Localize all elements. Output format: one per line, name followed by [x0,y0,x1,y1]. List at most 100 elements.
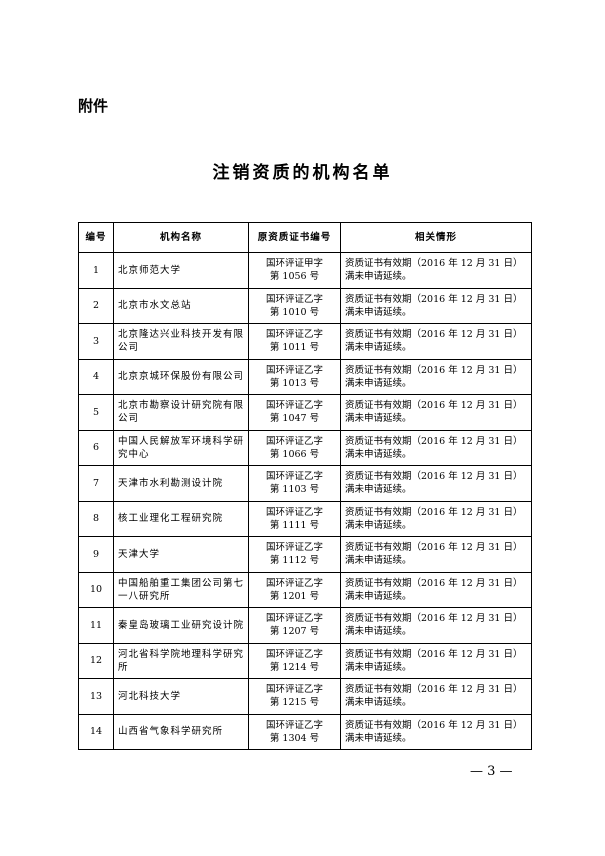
institution-name: 北京京城环保股份有限公司 [113,358,249,395]
cell-line: 第 1215 号 [269,697,320,709]
cell-line: 资质证书有效期（2016 年 12 月 31 日） [345,258,523,270]
cell-line: 第 1201 号 [269,590,320,602]
institution-name: 山西省气象科学研究所 [113,713,249,750]
remark: 资质证书有效期（2016 年 12 月 31 日） 满未申请延续。 [340,287,532,324]
cell-line: 资质证书有效期（2016 年 12 月 31 日） [345,293,523,305]
remark: 资质证书有效期（2016 年 12 月 31 日） 满未申请延续。 [340,358,532,395]
institution-name: 秦皇岛玻璃工业研究设计院 [113,607,249,644]
remark: 资质证书有效期（2016 年 12 月 31 日） 满未申请延续。 [340,429,532,466]
cell-line: 国环评证乙字 [265,542,323,554]
cell-line: 资质证书有效期（2016 年 12 月 31 日） [345,329,523,341]
certificate-number: 国环评证甲字第 1056 号 [248,252,341,289]
cell-line: 资质证书有效期（2016 年 12 月 31 日） [345,542,523,554]
table-row: 11 秦皇岛玻璃工业研究设计院 国环评证乙字第 1207 号资质证书有效期（2016… [78,607,532,644]
cell-line: 第 1207 号 [269,626,320,638]
certificate-number: 国环评证乙字第 1010 号 [248,287,341,324]
cell-line: 满未申请延续。 [345,448,412,460]
table-row: 3 北京隆达兴业科技开发有限公司 国环评证乙字第 1011 号资质证书有效期（201… [78,323,532,360]
cell-line: 第 1013 号 [269,377,320,389]
row-number: 9 [78,536,114,573]
cell-line: 第 1010 号 [269,306,320,318]
remark: 资质证书有效期（2016 年 12 月 31 日） 满未申请延续。 [340,323,532,360]
cell-line: 第 1047 号 [269,413,320,425]
cell-line: 满未申请延续。 [345,661,412,673]
cell-line: 国环评证乙字 [265,506,323,518]
cell-line: 第 1056 号 [269,271,320,283]
institution-table: 编号 机构名称 原资质证书编号 相关情形 1 北京师范大学 国环评证甲字第 1056 号资… [78,222,532,750]
remark: 资质证书有效期（2016 年 12 月 31 日） 满未申请延续。 [340,536,532,573]
column-header: 相关情形 [340,222,532,253]
column-header: 编号 [78,222,114,253]
remark: 资质证书有效期（2016 年 12 月 31 日） 满未申请延续。 [340,465,532,502]
row-number: 13 [78,678,114,715]
cell-line: 第 1304 号 [269,732,320,744]
cell-line: 满未申请延续。 [345,377,412,389]
certificate-number: 国环评证乙字第 1207 号 [248,607,341,644]
institution-name: 核工业理化工程研究院 [113,500,249,537]
certificate-number: 国环评证乙字第 1011 号 [248,323,341,360]
institution-name: 中国人民解放军环境科学研究中心 [113,429,249,466]
cell-line: 国环评证乙字 [265,329,323,341]
cell-line: 满未申请延续。 [345,271,412,283]
row-number: 11 [78,607,114,644]
table-row: 2 北京市水文总站 国环评证乙字第 1010 号资质证书有效期（2016 年 12 … [78,287,532,324]
cell-line: 资质证书有效期（2016 年 12 月 31 日） [345,435,523,447]
column-header: 原资质证书编号 [248,222,341,253]
row-number: 4 [78,358,114,395]
row-number: 5 [78,394,114,431]
institution-name: 北京师范大学 [113,252,249,289]
table-row: 7 天津市水利勘测设计院 国环评证乙字第 1103 号资质证书有效期（2016 年 … [78,465,532,502]
remark: 资质证书有效期（2016 年 12 月 31 日） 满未申请延续。 [340,500,532,537]
certificate-number: 国环评证乙字第 1304 号 [248,713,341,750]
remark: 资质证书有效期（2016 年 12 月 31 日） 满未申请延续。 [340,642,532,679]
cell-line: 满未申请延续。 [345,697,412,709]
table-row: 14 山西省气象科学研究所 国环评证乙字第 1304 号资质证书有效期（2016 年… [78,713,532,750]
header-row: 编号 机构名称 原资质证书编号 相关情形 [78,222,532,253]
certificate-number: 国环评证乙字第 1112 号 [248,536,341,573]
cell-line: 资质证书有效期（2016 年 12 月 31 日） [345,506,523,518]
institution-name: 天津大学 [113,536,249,573]
certificate-number: 国环评证乙字第 1111 号 [248,500,341,537]
remark: 资质证书有效期（2016 年 12 月 31 日） 满未申请延续。 [340,678,532,715]
attachment-label: 附件 [78,97,109,115]
institution-name: 北京市水文总站 [113,287,249,324]
row-number: 7 [78,465,114,502]
certificate-number: 国环评证乙字第 1047 号 [248,394,341,431]
cell-line: 满未申请延续。 [345,555,412,567]
certificate-number: 国环评证乙字第 1215 号 [248,678,341,715]
cell-line: 资质证书有效期（2016 年 12 月 31 日） [345,364,523,376]
cell-line: 满未申请延续。 [345,342,412,354]
cell-line: 国环评证乙字 [265,684,323,696]
remark: 资质证书有效期（2016 年 12 月 31 日） 满未申请延续。 [340,713,532,750]
table-row: 10 中国船舶重工集团公司第七一八研究所 国环评证乙字第 1201 号资质证书有效期… [78,571,532,608]
cell-line: 第 1112 号 [269,555,320,567]
institution-name: 天津市水利勘测设计院 [113,465,249,502]
cell-line: 国环评证乙字 [265,400,323,412]
certificate-number: 国环评证乙字第 1201 号 [248,571,341,608]
table-row: 9 天津大学 国环评证乙字第 1112 号资质证书有效期（2016 年 12 月 3… [78,536,532,573]
row-number: 3 [78,323,114,360]
institution-name: 中国船舶重工集团公司第七一八研究所 [113,571,249,608]
row-number: 10 [78,571,114,608]
cell-line: 第 1111 号 [269,519,320,531]
table-row: 1 北京师范大学 国环评证甲字第 1056 号资质证书有效期（2016 年 12 月… [78,252,532,289]
cell-line: 资质证书有效期（2016 年 12 月 31 日） [345,648,523,660]
cell-line: 国环评证乙字 [265,613,323,625]
cell-line: 第 1011 号 [269,342,320,354]
table-row: 5 北京市勘察设计研究院有限公司 国环评证乙字第 1047 号资质证书有效期（201… [78,394,532,431]
table-row: 12 河北省科学院地理科学研究所 国环评证乙字第 1214 号资质证书有效期（201… [78,642,532,679]
table-row: 4 北京京城环保股份有限公司 国环评证乙字第 1013 号资质证书有效期（2016 … [78,358,532,395]
certificate-number: 国环评证乙字第 1103 号 [248,465,341,502]
cell-line: 资质证书有效期（2016 年 12 月 31 日） [345,577,523,589]
cell-line: 国环评证乙字 [265,435,323,447]
cell-line: 第 1103 号 [269,484,320,496]
row-number: 14 [78,713,114,750]
cell-line: 满未申请延续。 [345,306,412,318]
cell-line: 满未申请延续。 [345,413,412,425]
column-header: 机构名称 [113,222,249,253]
cell-line: 第 1066 号 [269,448,320,460]
remark: 资质证书有效期（2016 年 12 月 31 日） 满未申请延续。 [340,394,532,431]
cell-line: 国环评证甲字 [265,258,323,270]
institution-name: 北京市勘察设计研究院有限公司 [113,394,249,431]
